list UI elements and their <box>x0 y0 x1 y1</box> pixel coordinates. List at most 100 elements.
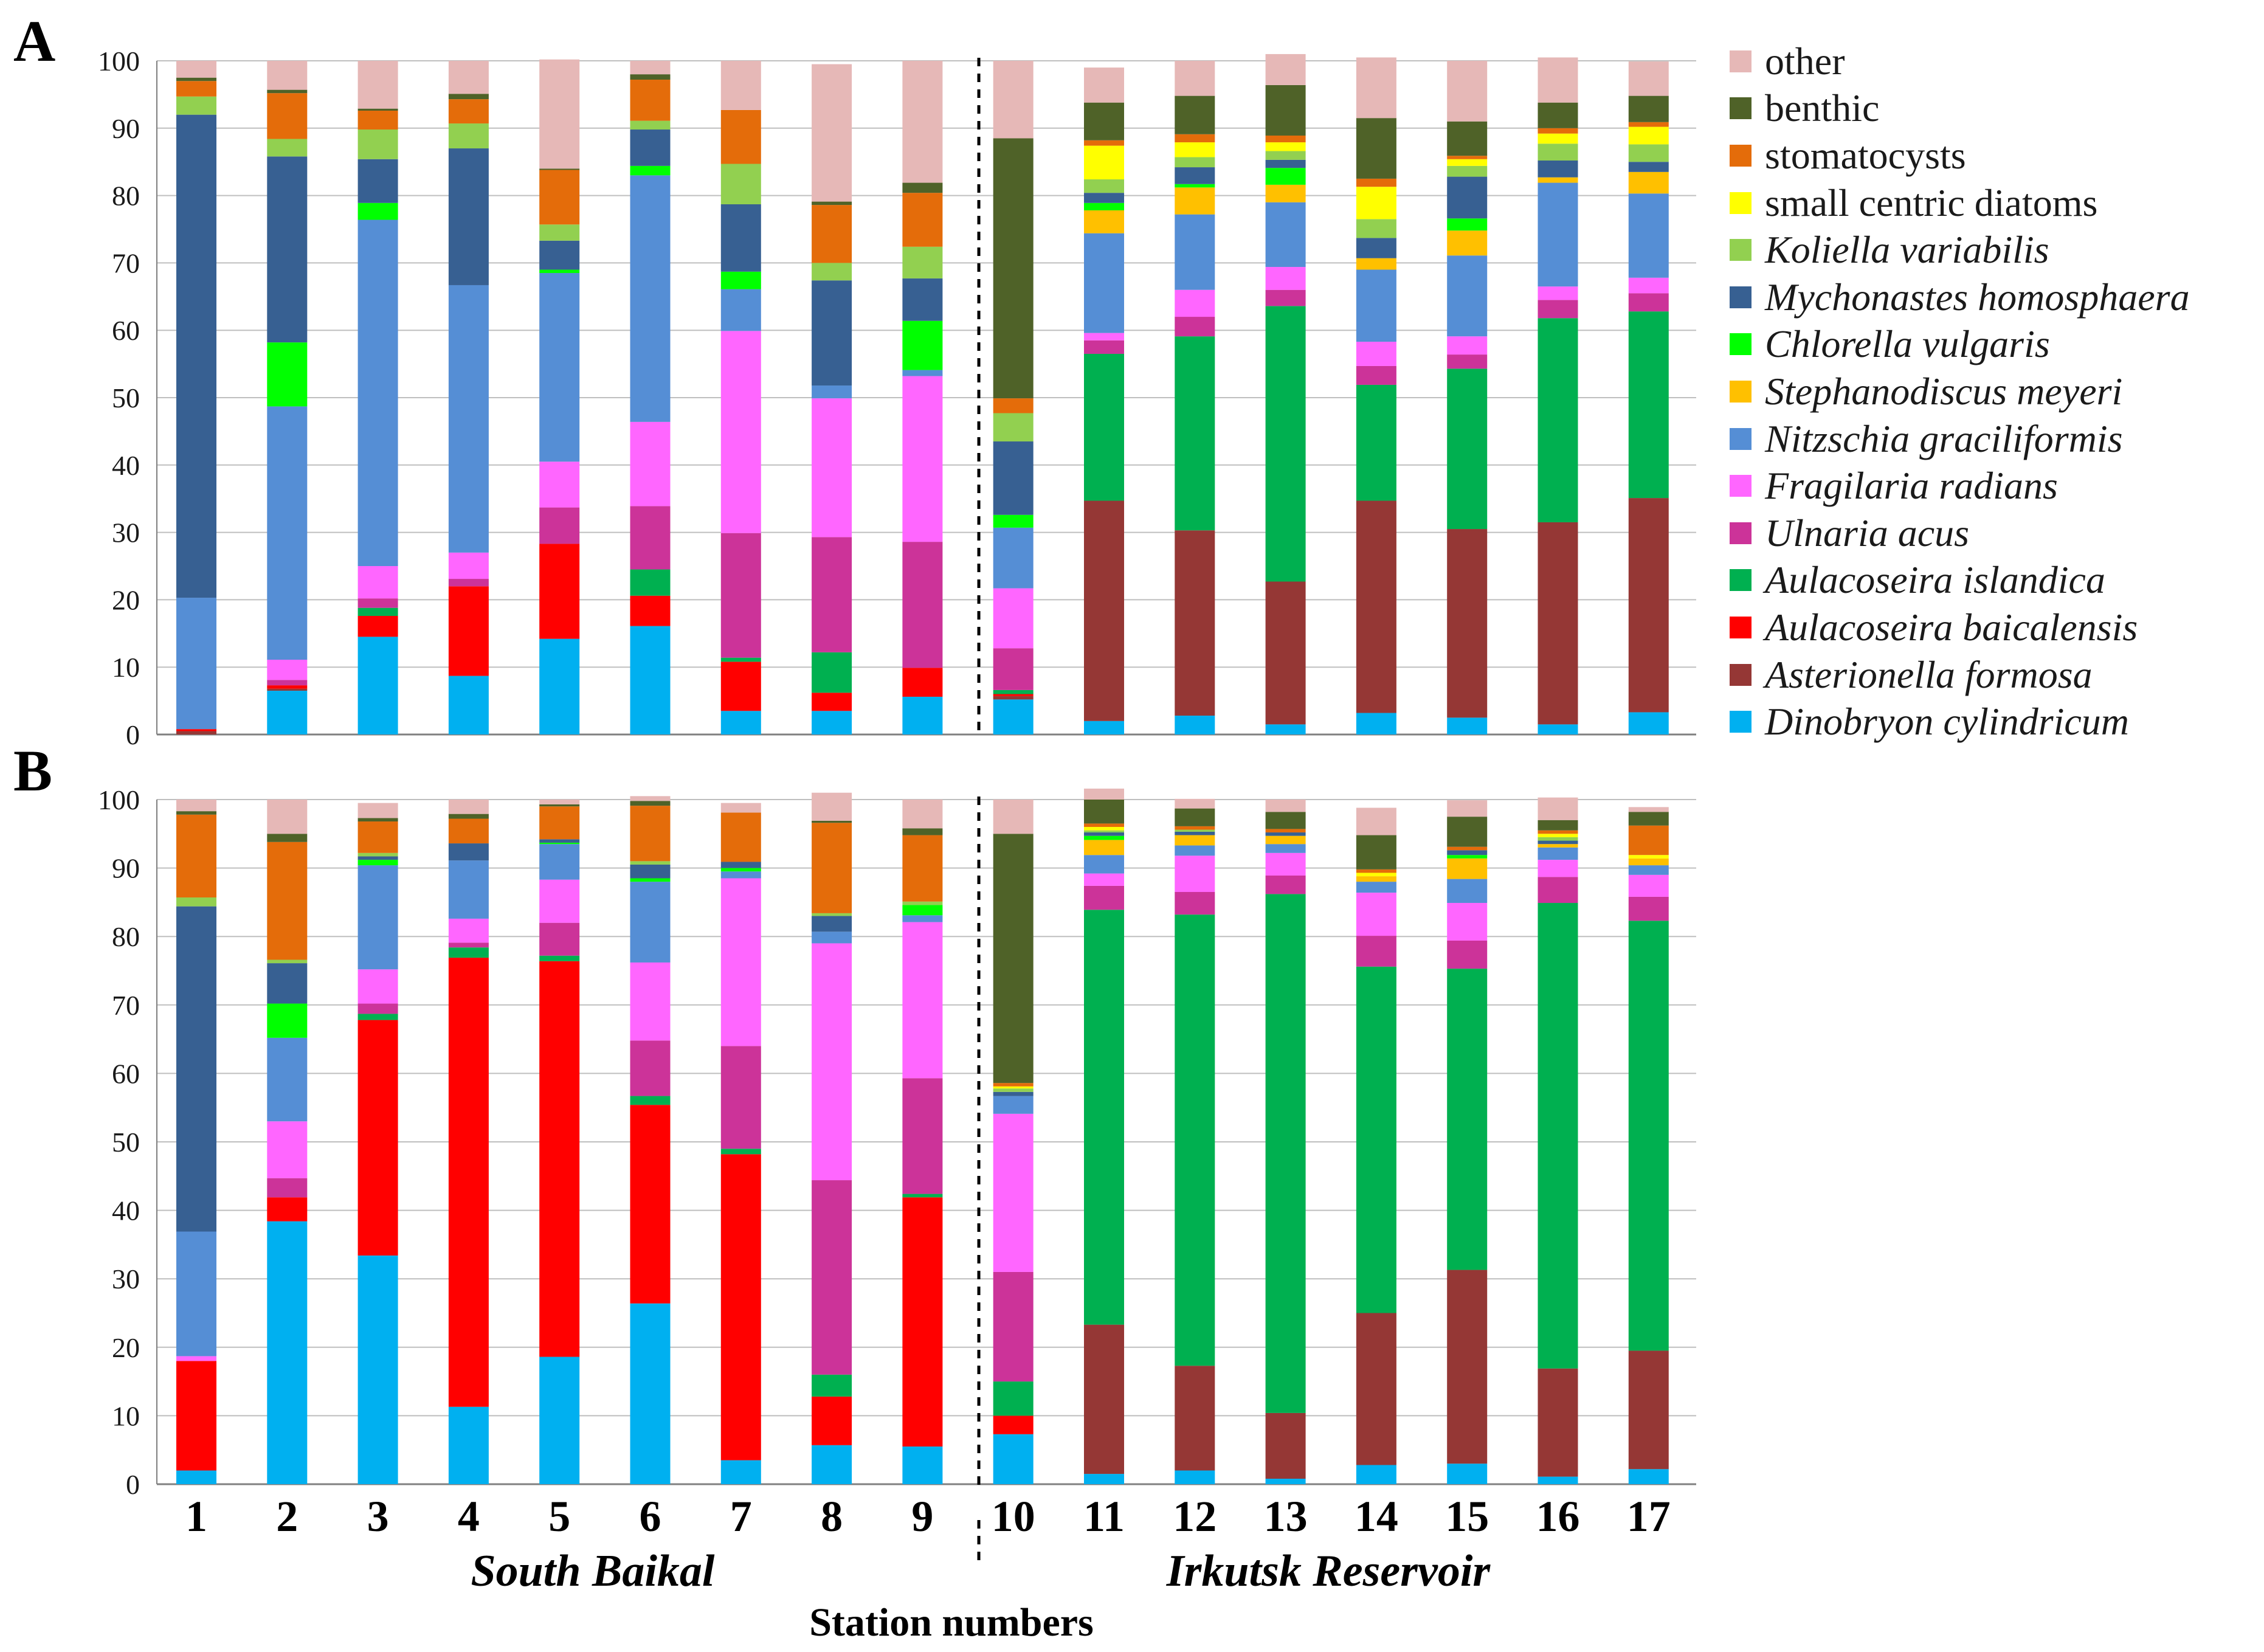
bar-segment-fragilaria-radians <box>357 566 398 599</box>
bar-segment-other <box>993 61 1034 139</box>
bar-segment-stomatocysts <box>1447 156 1488 159</box>
bar-segment-ulnaria-acus <box>812 1180 852 1375</box>
x-axis-title: Station numbers <box>809 1600 1094 1645</box>
bar-segment-asterionella-formosa <box>1175 530 1215 716</box>
bar-segment-other <box>176 800 216 812</box>
bar-segment-benthic <box>539 804 580 807</box>
bar-segment-koliella-variabilis <box>902 901 943 905</box>
bar-segment-nitzschia-graciliformis <box>1538 847 1578 860</box>
bar-segment-nitzschia-graciliformis <box>267 1037 308 1122</box>
bar-segment-fragilaria-radians <box>448 918 489 943</box>
bar-segment-benthic <box>902 182 943 193</box>
bar-segment-stomatocysts <box>812 205 852 263</box>
legend-label: stomatocysts <box>1765 133 1966 177</box>
bar-segment-fragilaria-radians <box>539 879 580 923</box>
legend-item: Nitzschia graciliformis <box>1730 415 2259 463</box>
bar-segment-benthic <box>1628 95 1669 122</box>
bar-segment-small-centric-diatoms <box>1538 834 1578 837</box>
bar-segment-dinobryon-cylindricum <box>902 1446 943 1484</box>
y-tick-label: 80 <box>112 921 140 952</box>
y-tick-label: 70 <box>112 247 140 278</box>
bar-segment-nitzschia-graciliformis <box>176 1231 216 1357</box>
bar-segment-nitzschia-graciliformis <box>1175 845 1215 856</box>
bar-segment-stephanodiscus-meyeri <box>1447 230 1488 256</box>
bar-segment-aulacoseira-baicalensis <box>902 1197 943 1447</box>
legend-swatch <box>1730 50 1751 72</box>
bar-segment-mychonastes-homosphaera <box>448 148 489 285</box>
legend-label: Koliella variabilis <box>1765 228 2049 272</box>
y-tick-label: 90 <box>112 113 140 144</box>
bar-segment-koliella-variabilis <box>1538 143 1578 161</box>
bar-segment-ulnaria-acus <box>630 506 671 570</box>
bar-segment-benthic <box>630 801 671 806</box>
bar-segment-benthic <box>1175 95 1215 134</box>
bar-segment-aulacoseira-islandica <box>357 607 398 616</box>
bar-segment-aulacoseira-baicalensis <box>539 544 580 639</box>
bar-segment-other <box>1538 797 1578 820</box>
bar-segment-nitzschia-graciliformis <box>1628 193 1669 278</box>
bar-segment-benthic <box>902 828 943 835</box>
bar-segment-mychonastes-homosphaera <box>176 114 216 598</box>
bar-segment-aulacoseira-islandica <box>1628 921 1669 1351</box>
legend-swatch <box>1730 192 1751 214</box>
bar-segment-koliella-variabilis <box>1538 837 1578 841</box>
bar-segment-asterionella-formosa <box>1538 522 1578 725</box>
bar-segment-chlorella-vulgaris <box>1084 835 1124 840</box>
bar-segment-aulacoseira-islandica <box>448 947 489 958</box>
bar-segment-koliella-variabilis <box>630 120 671 130</box>
bar-segment-ulnaria-acus <box>1084 340 1124 354</box>
bar-segment-fragilaria-radians <box>1356 893 1396 936</box>
bar-segment-benthic <box>1447 817 1488 847</box>
bar-segment-nitzschia-graciliformis <box>267 406 308 660</box>
bar-segment-benthic <box>267 834 308 842</box>
bar-segment-other <box>267 61 308 90</box>
bar-segment-fragilaria-radians <box>1175 855 1215 893</box>
legend-label: benthic <box>1765 86 1880 130</box>
bar-segment-aulacoseira-islandica <box>630 569 671 596</box>
bar-segment-dinobryon-cylindricum <box>902 696 943 734</box>
y-tick-label: 50 <box>112 382 140 413</box>
bar-segment-fragilaria-radians <box>812 398 852 537</box>
bar-segment-chlorella-vulgaris <box>357 860 398 866</box>
bar-segment-koliella-variabilis <box>539 224 580 241</box>
bar-segment-ulnaria-acus <box>267 1178 308 1198</box>
y-tick-label: 0 <box>126 719 140 750</box>
legend-label: Fragilaria radians <box>1765 464 2058 508</box>
bar-segment-fragilaria-radians <box>448 552 489 579</box>
bar-segment-mychonastes-homosphaera <box>1084 193 1124 203</box>
bar-segment-dinobryon-cylindricum <box>812 1445 852 1484</box>
bar-segment-nitzschia-graciliformis <box>539 273 580 462</box>
bar-segment-benthic <box>176 77 216 81</box>
region-label-south-baikal: South Baikal <box>471 1546 714 1596</box>
bar-segment-stomatocysts <box>176 814 216 898</box>
bar-segment-mychonastes-homosphaera <box>1175 831 1215 835</box>
bar-segment-small-centric-diatoms <box>1175 142 1215 157</box>
legend-swatch <box>1730 144 1751 167</box>
x-tick-label: 8 <box>821 1492 843 1541</box>
bar-segment-dinobryon-cylindricum <box>1084 721 1124 734</box>
bar-segment-other <box>812 64 852 202</box>
bar-segment-nitzschia-graciliformis <box>448 285 489 553</box>
bar-segment-stomatocysts <box>1084 140 1124 146</box>
bar-segment-asterionella-formosa <box>1356 500 1396 713</box>
bar-segment-aulacoseira-islandica <box>812 1374 852 1397</box>
bar-segment-dinobryon-cylindricum <box>993 699 1034 734</box>
bar-segment-other <box>1265 54 1306 85</box>
legend-item: stomatocysts <box>1730 132 2259 179</box>
bar-segment-ulnaria-acus <box>539 922 580 956</box>
legend-label: Aulacoseira islandica <box>1765 558 2105 602</box>
bar-segment-stomatocysts <box>267 842 308 960</box>
bar-segment-benthic <box>448 94 489 100</box>
bar-segment-fragilaria-radians <box>630 421 671 506</box>
region-label-irkutsk-reservoir: Irkutsk Reservoir <box>1166 1546 1491 1596</box>
bar-segment-other <box>1265 800 1306 812</box>
bar-segment-dinobryon-cylindricum <box>448 1406 489 1484</box>
x-tick-label: 9 <box>911 1492 933 1541</box>
bar-segment-mychonastes-homosphaera <box>1447 850 1488 855</box>
bar-segment-nitzschia-graciliformis <box>1356 269 1396 342</box>
bar-segment-asterionella-formosa <box>1175 1366 1215 1471</box>
x-tick-label: 15 <box>1445 1492 1489 1541</box>
bar-segment-asterionella-formosa <box>1265 581 1306 725</box>
bar-segment-dinobryon-cylindricum <box>1538 1476 1578 1484</box>
bar-segment-ulnaria-acus <box>267 680 308 686</box>
